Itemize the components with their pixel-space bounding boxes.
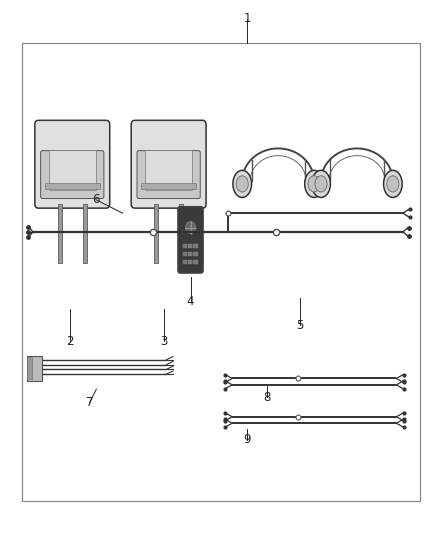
Bar	[179, 204, 183, 262]
FancyBboxPatch shape	[131, 120, 206, 208]
Ellipse shape	[236, 176, 248, 192]
Bar	[58, 204, 62, 262]
Ellipse shape	[308, 176, 320, 192]
FancyBboxPatch shape	[35, 120, 110, 208]
Ellipse shape	[305, 171, 323, 197]
Text: 5: 5	[297, 319, 304, 332]
Text: 6: 6	[92, 193, 100, 206]
Bar	[183, 260, 187, 264]
Circle shape	[186, 221, 195, 233]
Text: 7: 7	[86, 396, 94, 409]
Text: 1: 1	[244, 12, 251, 25]
Bar	[27, 357, 32, 379]
Text: 4: 4	[187, 295, 194, 308]
Bar	[188, 260, 192, 264]
Ellipse shape	[233, 171, 251, 197]
FancyBboxPatch shape	[41, 151, 104, 198]
Text: 8: 8	[264, 391, 271, 403]
Bar	[45, 183, 100, 189]
FancyBboxPatch shape	[137, 151, 200, 198]
Bar	[183, 244, 187, 248]
Bar	[49, 150, 96, 190]
Bar	[82, 204, 87, 262]
Bar	[154, 204, 158, 262]
Bar	[188, 252, 192, 256]
Ellipse shape	[384, 171, 402, 197]
Bar	[141, 183, 196, 189]
Bar	[183, 252, 187, 256]
Bar	[193, 252, 198, 256]
Bar	[188, 244, 192, 248]
Bar	[193, 244, 198, 248]
Ellipse shape	[312, 171, 330, 197]
Bar	[27, 356, 42, 381]
Bar	[193, 260, 198, 264]
Bar	[145, 150, 192, 190]
Text: 9: 9	[244, 433, 251, 446]
Text: 3: 3	[161, 335, 168, 348]
Ellipse shape	[387, 176, 399, 192]
Ellipse shape	[315, 176, 327, 192]
Text: 2: 2	[66, 335, 74, 348]
Bar	[22, 43, 420, 501]
FancyBboxPatch shape	[178, 206, 203, 273]
